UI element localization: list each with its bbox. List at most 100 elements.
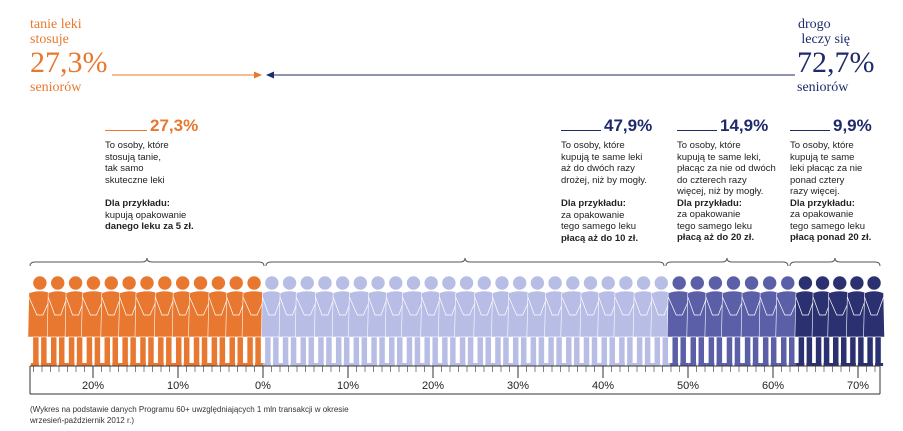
figure-over4x-shoe-right: [875, 363, 884, 366]
figure-cheap-head: [86, 275, 101, 291]
figure-2x-head: [317, 275, 333, 291]
figure-2x-leg-right: [361, 336, 368, 366]
figure-4x-leg-right: [752, 336, 759, 366]
figure-2x-leg-left: [654, 336, 661, 366]
figure-2x-head: [583, 275, 598, 291]
figure-cheap-head: [246, 275, 262, 291]
figure-2x-leg-right: [467, 336, 474, 366]
figure-cheap-shoe-right: [237, 363, 246, 366]
figure-2x-arms: [455, 296, 478, 316]
figure-cheap-leg-right: [147, 336, 155, 366]
group-pct: 47,9%: [604, 116, 653, 135]
figure-4x-head: [671, 275, 687, 291]
figure-4x-shoe-left: [688, 363, 697, 366]
figure-over4x-shoe-right: [823, 363, 832, 366]
figure-2x-arms: [633, 296, 654, 316]
figure-2x-leg-left: [406, 336, 413, 366]
figure-2x-leg-left: [388, 336, 396, 366]
figure-cheap-shoe-left: [84, 363, 93, 366]
figure-2x: [261, 275, 283, 366]
figure-2x-shoe-left: [652, 363, 661, 366]
figure-2x-head: [423, 275, 439, 291]
figure-cheap-head: [228, 275, 244, 291]
figure-2x-shoe-left: [475, 363, 484, 366]
figure-2x-leg-left: [512, 336, 519, 366]
figure-2x-shoe-left: [351, 363, 360, 366]
figure-2x-leg-left: [264, 336, 272, 366]
figure-2x-leg-right: [662, 336, 669, 366]
figure-2x: [438, 275, 460, 366]
header-underline: [790, 130, 830, 131]
figure-cheap-arms: [28, 296, 52, 316]
example-head: Dla przykładu:: [105, 198, 170, 209]
left-label-line2: stosuje: [30, 32, 69, 47]
figure-2x-shoe-right: [308, 363, 317, 366]
figure-2x-head: [476, 275, 492, 291]
figure-2x: [454, 275, 479, 366]
figure-cheap-arms: [242, 296, 266, 316]
figure-over4x-shoe-right: [857, 363, 866, 366]
figure-2x-leg-left: [547, 336, 555, 366]
figure-2x-shoe-left: [333, 363, 342, 366]
figure-cheap-arms: [119, 296, 139, 316]
figure-2x-leg-left: [636, 336, 643, 366]
figure-cheap-leg-left: [104, 336, 111, 366]
figure-2x-arms: [580, 296, 601, 316]
figure-4x-shoe-left: [670, 363, 679, 366]
figure-2x-leg-left: [370, 336, 378, 366]
figure-2x-arms: [421, 296, 442, 316]
figure-2x-shoe-right: [591, 363, 600, 366]
brace-4x: [665, 257, 789, 267]
figure-2x-arms: [402, 296, 425, 316]
figure-over4x-leg-right: [874, 336, 882, 366]
arrow-cheap-head: [254, 71, 262, 79]
figure-cheap: [207, 275, 230, 366]
figure-4x: [686, 275, 709, 366]
figure-4x-arms: [705, 296, 726, 316]
figure-4x-leg-left: [726, 336, 733, 366]
figure-cheap-shoe-right: [201, 363, 210, 366]
figure-4x-shoe-right: [752, 363, 761, 366]
figure-2x-leg-left: [459, 336, 466, 366]
figure-2x-leg-right: [449, 336, 457, 366]
header-underline: [677, 130, 717, 131]
figure-2x-leg-right: [538, 336, 545, 366]
desc-line: kupują te same leki: [561, 151, 643, 163]
figure-2x-leg-left: [600, 336, 608, 366]
group-header-4x: 14,9%: [677, 116, 768, 136]
figure-cheap-leg-right: [129, 336, 137, 366]
figure-2x: [560, 275, 586, 366]
figure-2x-leg-left: [353, 336, 360, 366]
figure-2x-shoe-right: [379, 363, 388, 366]
figure-cheap: [154, 275, 176, 366]
figure-4x-arms: [667, 296, 691, 316]
figure-cheap-head: [32, 275, 48, 291]
figure-4x-leg-right: [679, 336, 687, 366]
figure-over4x: [794, 275, 817, 366]
desc-line: To osoby, które: [561, 140, 625, 151]
figure-2x-head: [494, 275, 510, 291]
desc-line: To osoby, które: [677, 140, 741, 151]
figure-4x-head: [780, 275, 796, 291]
figure-4x-leg-right: [716, 336, 723, 366]
desc-line: za opakowanie: [561, 209, 625, 221]
figure-cheap-arms: [154, 296, 175, 316]
group-pct: 27,3%: [150, 116, 199, 135]
desc-line: tego samego leku: [790, 220, 865, 232]
figure-cheap-shoe-right: [147, 363, 156, 366]
figure-2x-head: [653, 275, 669, 291]
figure-cheap-shoe-right: [130, 363, 139, 366]
figure-2x: [384, 275, 407, 366]
tick-label-left: 20%: [81, 380, 105, 392]
tick-label-right: 10%: [336, 380, 360, 392]
figure-4x-shoe-left: [706, 363, 715, 366]
group-header-cheap: 27,3%: [105, 116, 198, 136]
desc-line: więcej, niż by mogły.: [677, 186, 764, 197]
figure-cheap-leg-right: [76, 336, 83, 366]
figure-2x-shoe-left: [510, 363, 519, 366]
figure-cheap-leg-left: [50, 336, 57, 366]
figure-cheap-shoe-right: [76, 363, 85, 366]
figure-cheap-shoe-right: [165, 363, 174, 366]
figure-cheap-leg-left: [175, 336, 182, 366]
figure-2x-leg-right: [272, 336, 280, 366]
